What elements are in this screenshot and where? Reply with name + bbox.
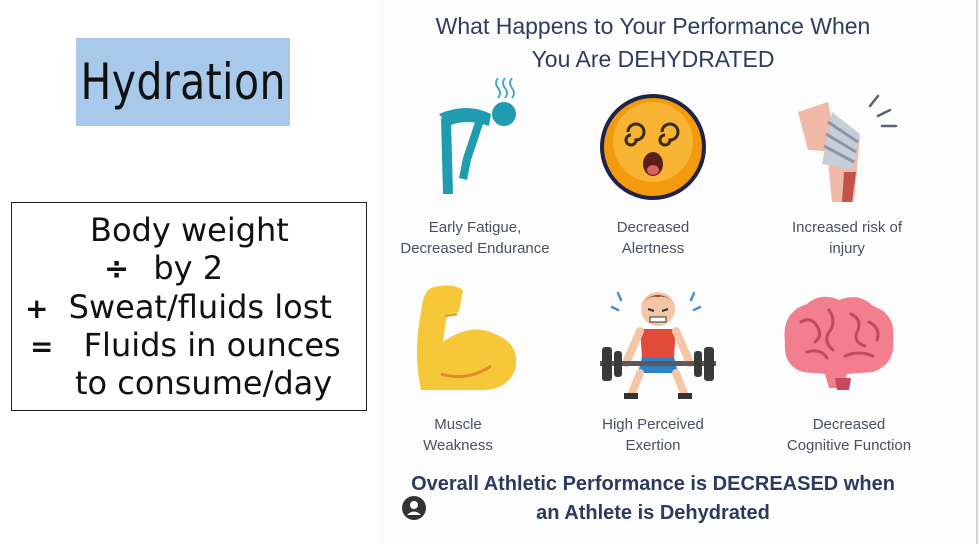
injured-knee-icon: [798, 94, 898, 202]
card-label-injury-line-2: injury: [829, 240, 865, 257]
card-label-cognitive: Decreased Cognitive Function: [759, 414, 939, 456]
infographic-footer-line-2: an Athlete is Dehydrated: [536, 502, 770, 524]
formula-line-3-text: Sweat/fluids lost: [68, 288, 332, 326]
weightlifter-icon: [600, 291, 716, 399]
card-label-alertness-line-1: Decreased: [616, 219, 690, 236]
card-label-exertion: High Perceived Exertion: [578, 414, 728, 456]
formula-box: Body weight ÷ by 2 + Sweat/fluids lost =…: [11, 202, 367, 411]
card-label-muscle-line-2: Weakness: [423, 437, 493, 454]
card-label-fatigue: Early Fatigue, Decreased Endurance: [383, 217, 567, 259]
infographic-footer: Overall Athletic Performance is DECREASE…: [383, 470, 923, 528]
formula-line-2-text: by 2: [153, 249, 224, 287]
brain-icon: [784, 296, 894, 390]
equals-symbol: =: [30, 330, 54, 363]
edge-divider: [976, 0, 978, 544]
infographic-title-line-1: What Happens to Your Performance When: [435, 13, 871, 39]
card-label-fatigue-line-2: Decreased Endurance: [400, 240, 550, 257]
infographic-footer-line-1: Overall Athletic Performance is DECREASE…: [411, 473, 895, 495]
formula-line-2: ÷ by 2: [104, 249, 223, 287]
card-label-muscle: Muscle Weakness: [383, 414, 533, 456]
formula-line-4-text: Fluids in ounces: [83, 326, 341, 364]
formula-line-1: Body weight: [90, 211, 289, 249]
card-label-alertness: Decreased Alertness: [578, 217, 728, 259]
infographic-title-line-2: You Are DEHYDRATED: [531, 46, 775, 72]
page-title: Hydration: [80, 53, 286, 111]
flexed-arm-icon: [417, 285, 517, 391]
card-label-cognitive-line-1: Decreased: [812, 416, 886, 433]
plus-symbol: +: [25, 292, 49, 325]
card-label-fatigue-line-1: Early Fatigue,: [428, 219, 522, 236]
card-label-injury-line-1: Increased risk of: [791, 219, 903, 236]
card-label-injury: Increased risk of injury: [767, 217, 927, 259]
dizzy-face-icon: [600, 94, 706, 200]
infographic-title: What Happens to Your Performance When Yo…: [383, 10, 923, 76]
divide-symbol: ÷: [104, 252, 130, 287]
title-box: Hydration: [76, 38, 290, 126]
card-label-exertion-line-2: Exertion: [625, 437, 681, 454]
card-label-muscle-line-1: Muscle: [434, 416, 482, 433]
formula-line-5: to consume/day: [75, 364, 333, 402]
formula-line-3: + Sweat/fluids lost: [25, 288, 332, 326]
card-label-cognitive-line-2: Cognitive Function: [786, 437, 912, 454]
card-label-alertness-line-2: Alertness: [621, 240, 685, 257]
user-avatar-icon[interactable]: [402, 496, 426, 520]
card-label-exertion-line-1: High Perceived: [602, 416, 704, 433]
dehydration-infographic: What Happens to Your Performance When Yo…: [382, 0, 979, 544]
formula-line-4: = Fluids in ounces: [30, 326, 341, 364]
fatigue-icon: [439, 77, 516, 194]
